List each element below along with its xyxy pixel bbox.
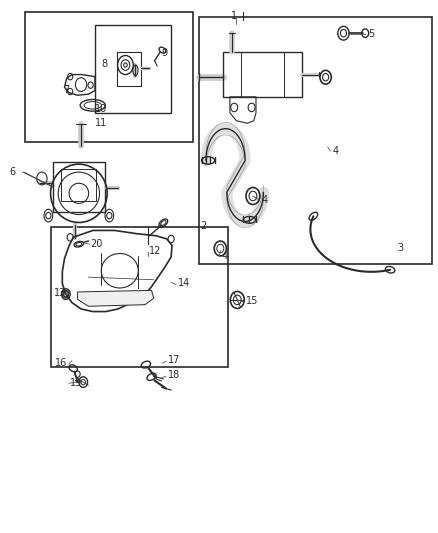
Bar <box>61 169 96 201</box>
Bar <box>51 227 228 367</box>
Text: 18: 18 <box>168 370 180 380</box>
Text: 11: 11 <box>95 118 107 128</box>
Polygon shape <box>78 290 154 306</box>
Text: 17: 17 <box>168 356 180 365</box>
Text: 3: 3 <box>397 244 403 254</box>
Text: 4: 4 <box>261 195 267 205</box>
Bar <box>95 25 171 113</box>
Text: 7: 7 <box>63 85 70 95</box>
Bar <box>117 52 141 86</box>
Text: 6: 6 <box>9 167 15 177</box>
Text: 20: 20 <box>91 239 103 249</box>
Text: 8: 8 <box>102 59 108 69</box>
Bar <box>53 161 105 212</box>
Text: 19: 19 <box>70 378 82 388</box>
Text: 14: 14 <box>178 278 190 288</box>
Bar <box>199 17 432 264</box>
Text: 16: 16 <box>55 358 67 368</box>
Text: 4: 4 <box>221 252 227 261</box>
Bar <box>25 12 193 142</box>
Text: 9: 9 <box>161 48 167 58</box>
Text: 15: 15 <box>246 296 258 306</box>
Text: 5: 5 <box>368 29 374 39</box>
Text: 1: 1 <box>231 11 237 21</box>
Text: 10: 10 <box>95 104 107 114</box>
Text: 2: 2 <box>200 221 206 231</box>
Bar <box>223 52 302 97</box>
Text: 13: 13 <box>53 288 66 298</box>
Text: 12: 12 <box>149 246 162 256</box>
Text: 4: 4 <box>332 146 338 156</box>
